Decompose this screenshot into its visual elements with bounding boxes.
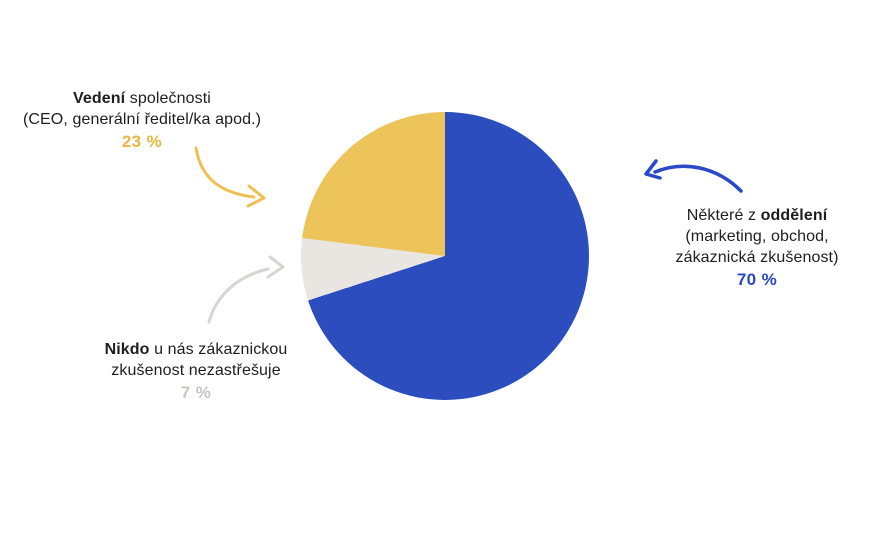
label-leadership: Vedení společnosti (CEO, generální ředit… [20, 88, 264, 152]
leadership-arrow-icon [194, 146, 266, 208]
pie-chart [301, 112, 589, 400]
label-nobody-percent: 7 % [180, 383, 212, 402]
label-departments-percent: 70 % [736, 270, 778, 289]
label-nobody-line2: zkušenost nezastřešuje [111, 362, 281, 379]
label-leadership-line2: (CEO, generální ředitel/ka apod.) [22, 111, 262, 128]
label-nobody-line1: Nikdo u nás zákaznickou [104, 341, 288, 358]
label-departments-line1: Některé z oddělení [686, 207, 828, 224]
departments-arrow-icon [644, 159, 743, 193]
label-leadership-percent: 23 % [121, 132, 163, 151]
label-nobody: Nikdo u nás zákaznickou zkušenost nezast… [86, 339, 306, 403]
nobody-arrow-icon [207, 255, 285, 324]
label-departments-line3: zákaznická zkušenost) [675, 249, 839, 266]
label-departments: Některé z oddělení (marketing, obchod, z… [668, 205, 846, 290]
label-leadership-line1: Vedení společnosti [73, 90, 211, 107]
label-departments-line2: (marketing, obchod, [685, 228, 829, 245]
